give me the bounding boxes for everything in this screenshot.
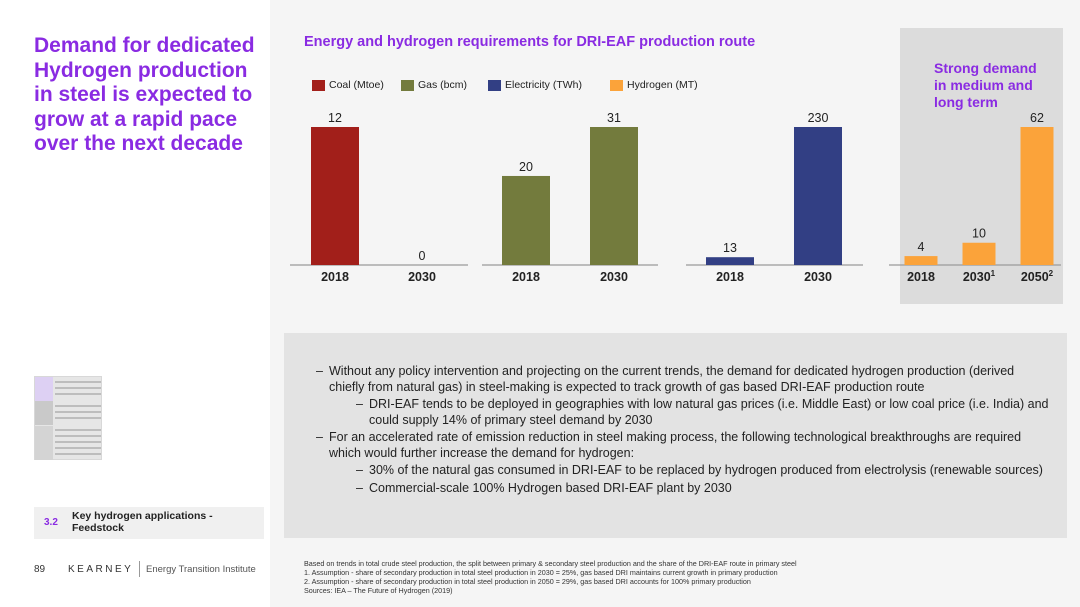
callout-text: Strong demand in medium and long term xyxy=(934,60,1037,110)
data-label: 0 xyxy=(419,249,426,263)
bullet-text: Commercial-scale 100% Hydrogen based DRI… xyxy=(369,480,732,495)
legend-label: Coal (Mtoe) xyxy=(329,79,384,91)
key-points-box xyxy=(284,333,1067,538)
bullet-item: – For an accelerated rate of emission red… xyxy=(313,430,1053,461)
tick-label: 2018 xyxy=(512,270,540,284)
bullet-text: DRI-EAF tends to be deployed in geograph… xyxy=(369,397,1049,427)
bullet-dash: – xyxy=(316,430,323,444)
bullet-text: Without any policy intervention and proj… xyxy=(329,364,1015,394)
data-label: 31 xyxy=(607,111,621,125)
bar xyxy=(794,127,842,265)
bar xyxy=(1020,127,1054,265)
tick-footnote-marker: 1 xyxy=(991,269,996,278)
tick-label: 2018 xyxy=(907,270,935,284)
section-number: 3.2 xyxy=(44,517,58,528)
legend-swatch xyxy=(401,80,414,91)
sub-bullet-item: – Commercial-scale 100% Hydrogen based DR… xyxy=(313,481,1053,497)
data-label: 4 xyxy=(918,240,925,254)
data-label: 62 xyxy=(1030,111,1044,125)
tick-label: 20301 xyxy=(963,269,996,284)
data-label: 12 xyxy=(328,111,342,125)
legend-label: Hydrogen (MT) xyxy=(627,79,698,91)
chart-title: Energy and hydrogen requirements for DRI… xyxy=(304,34,756,50)
institute-name: Energy Transition Institute xyxy=(146,564,256,575)
bar xyxy=(706,257,754,265)
tick-label: 2018 xyxy=(716,270,744,284)
thumbnail-line xyxy=(55,405,101,407)
bar xyxy=(502,175,550,265)
tick-footnote-marker: 2 xyxy=(1049,269,1054,278)
thumbnail-line xyxy=(55,387,101,389)
thumbnail-line xyxy=(55,453,101,455)
left-panel: Demand for dedicated Hydrogen production… xyxy=(0,0,270,607)
legend-label: Gas (bcm) xyxy=(418,79,468,91)
footnote: Based on trends in total crude steel pro… xyxy=(304,559,797,568)
data-label: 230 xyxy=(808,111,829,125)
bullet-item: – Without any policy intervention and pro… xyxy=(313,364,1053,395)
bar xyxy=(590,127,638,265)
thumbnail-line xyxy=(55,393,101,395)
headline: Demand for dedicated Hydrogen production… xyxy=(34,34,255,155)
bar xyxy=(962,242,996,265)
legend-swatch xyxy=(488,80,501,91)
thumbnail-line xyxy=(55,381,101,383)
sub-bullet-item: – DRI-EAF tends to be deployed in geograp… xyxy=(313,397,1053,428)
tick-label: 2030 xyxy=(600,270,628,284)
thumbnail-line xyxy=(55,417,101,419)
bullet-text: 30% of the natural gas consumed in DRI-E… xyxy=(369,463,1043,477)
tick-label: 2030 xyxy=(804,270,832,284)
section-tag[interactable]: 3.2 Key hydrogen applications - Feedstoc… xyxy=(34,507,264,539)
agenda-thumbnail[interactable] xyxy=(34,376,102,460)
bar xyxy=(904,256,938,265)
thumbnail-block xyxy=(35,426,53,460)
thumbnail-block xyxy=(35,401,53,425)
bullet-dash: – xyxy=(316,364,323,378)
bullet-dash: – xyxy=(356,397,363,411)
data-label: 10 xyxy=(972,227,986,241)
thumbnail-line xyxy=(55,411,101,413)
tick-label: 20502 xyxy=(1021,269,1054,284)
data-label: 20 xyxy=(519,160,533,174)
footnote: 2. Assumption - share of secondary produ… xyxy=(304,577,751,586)
thumbnail-line xyxy=(55,441,101,443)
tick-label: 2018 xyxy=(321,270,349,284)
section-label: Key hydrogen applications - Feedstock xyxy=(72,510,213,534)
thumbnail-line xyxy=(55,447,101,449)
brand-logo: KEARNEY xyxy=(68,564,134,575)
bar xyxy=(311,127,359,265)
footnote: 1. Assumption - share of secondary produ… xyxy=(304,568,778,577)
brand-divider xyxy=(139,561,140,577)
data-label: 13 xyxy=(723,241,737,255)
footnote: Sources: IEA – The Future of Hydrogen (2… xyxy=(304,586,453,595)
thumbnail-line xyxy=(55,429,101,431)
legend-label: Electricity (TWh) xyxy=(505,79,582,91)
bullet-dash: – xyxy=(356,480,363,495)
legend-swatch xyxy=(610,80,623,91)
thumbnail-highlight xyxy=(35,377,53,401)
tick-label: 2030 xyxy=(408,270,436,284)
page-number: 89 xyxy=(34,564,46,575)
bar-chart: 1220180203020201831203013201823020304201… xyxy=(290,111,1061,284)
bullet-text: For an accelerated rate of emission redu… xyxy=(329,430,1022,460)
thumbnail-line xyxy=(55,435,101,437)
footnotes: Based on trends in total crude steel pro… xyxy=(304,559,1064,595)
legend-swatch xyxy=(312,80,325,91)
bullet-list: – Without any policy intervention and pro… xyxy=(313,364,1053,498)
sub-bullet-item: –30% of the natural gas consumed in DRI-… xyxy=(313,463,1053,479)
bullet-dash: – xyxy=(356,463,363,477)
